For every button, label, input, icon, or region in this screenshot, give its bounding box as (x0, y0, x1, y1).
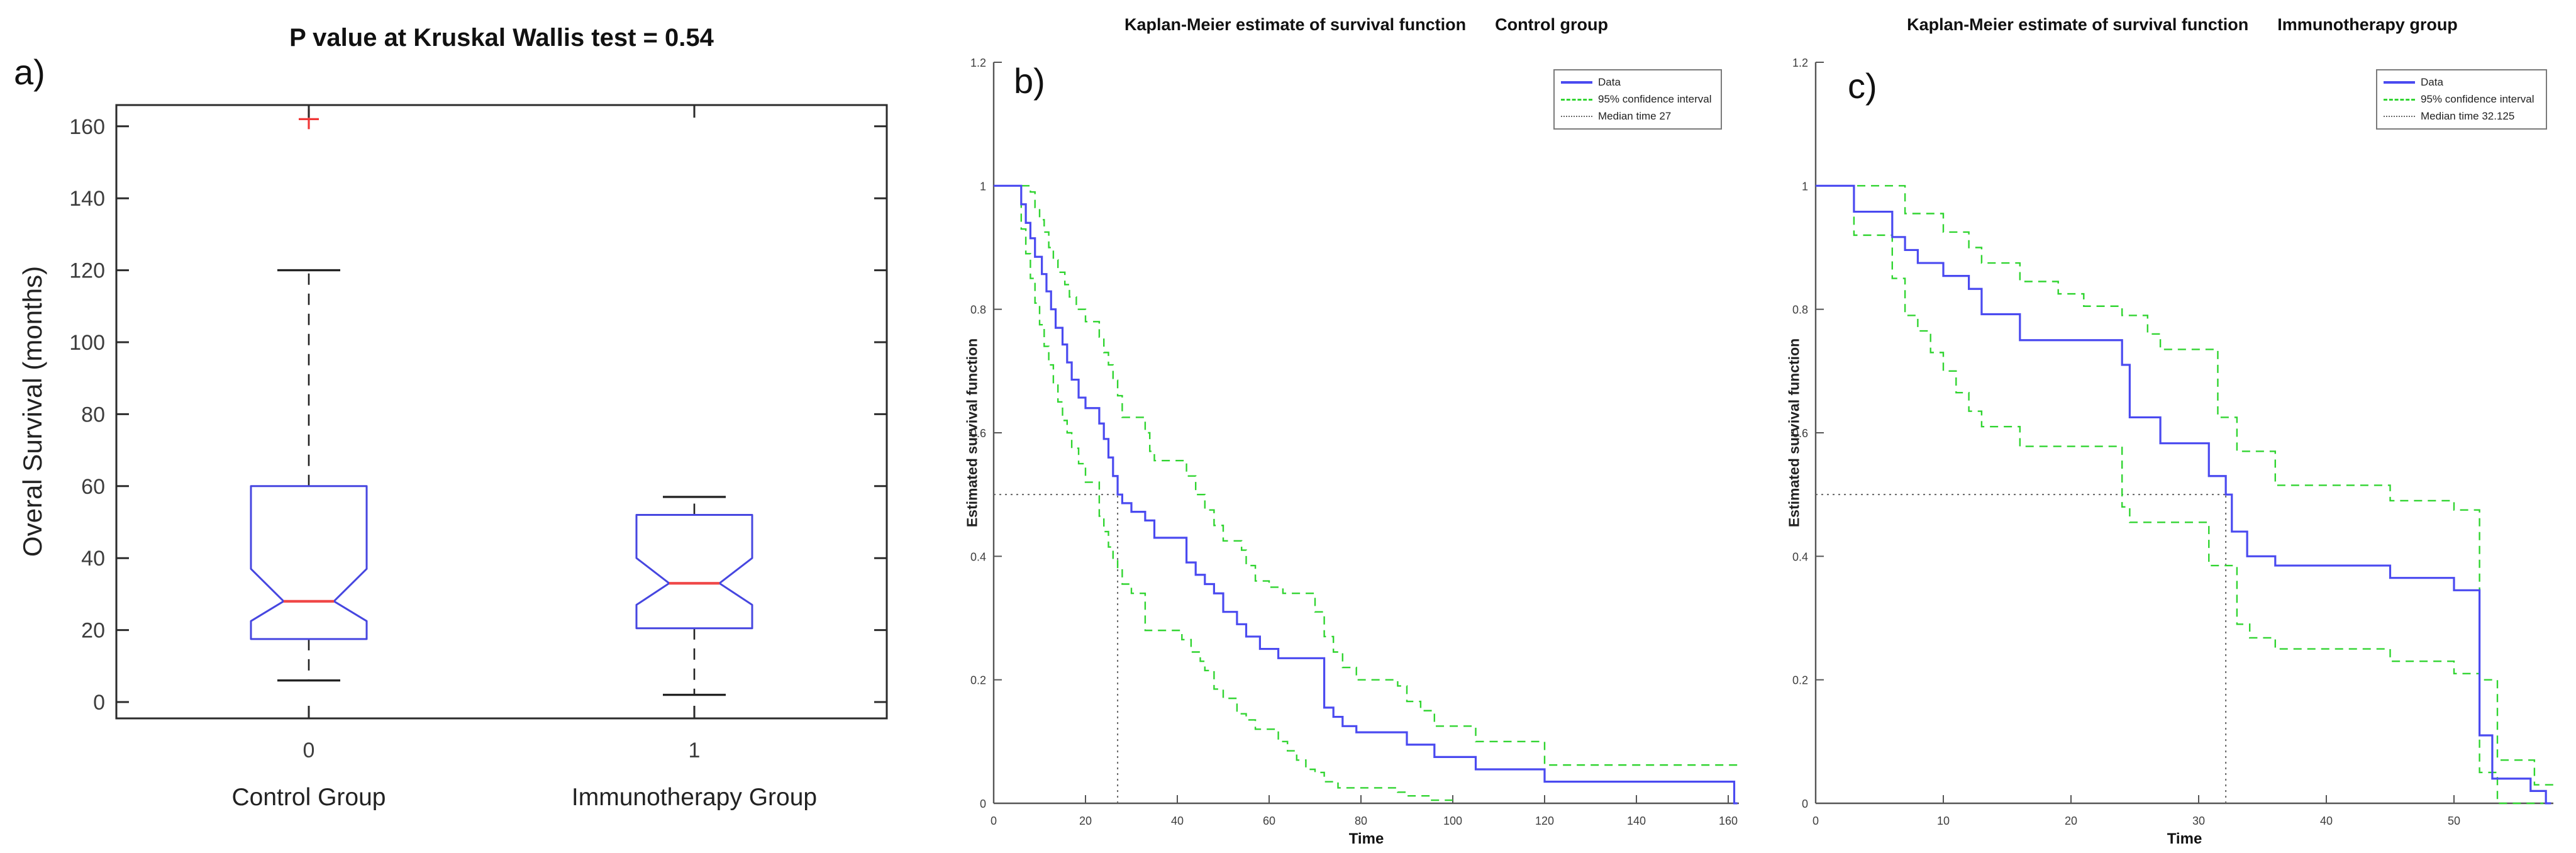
y-tick-label: 160 (69, 115, 105, 139)
km-immuno-legend: Data 95% confidence interval Median time… (2376, 69, 2547, 130)
km-control: 0 20 40 60 80 100 120 140 160 0 0.2 0.4 0.6 0.8 1 1.2 (970, 57, 1740, 827)
km-immuno-title-group: Immunotherapy group (2277, 15, 2458, 34)
y-tick-label: 60 (81, 475, 105, 499)
y-tick-label: 0.8 (1792, 304, 1808, 316)
x-tick-label: 80 (1355, 815, 1367, 827)
group-label: Control Group (232, 784, 386, 811)
panel-label-c: c) (1848, 66, 1877, 106)
box-group-0 (250, 109, 368, 682)
data-line-swatch (2384, 81, 2415, 84)
legend-label-data: Data (2421, 76, 2443, 88)
legend-row-median: Median time 32.125 (2384, 110, 2538, 123)
median-line-swatch (1561, 116, 1592, 117)
km-control-title-group: Control group (1495, 15, 1609, 34)
notched-box (250, 485, 368, 640)
median-line-swatch (2384, 116, 2415, 117)
km-control-title: Kaplan-Meier estimate of survival functi… (994, 15, 1739, 35)
y-tick-label: 0 (1802, 798, 1808, 810)
km-immunotherapy-ci-upper-curve (1816, 185, 2554, 786)
y-tick-label: 0.2 (1792, 674, 1808, 687)
y-tick-label: 1.2 (1792, 57, 1808, 69)
legend-label-ci: 95% confidence interval (1598, 93, 1712, 105)
km-immunotherapy-data-curve (1816, 184, 2551, 805)
km-control-ci-lower-curve (994, 185, 1453, 801)
km-control-ci-upper-curve (994, 185, 1740, 766)
y-tick-label: 1.2 (970, 57, 986, 69)
km-immuno-y-axis-label: Estimated survival function (1785, 338, 1802, 528)
y-tick-label: 0.8 (970, 304, 986, 316)
y-tick-label: 100 (69, 331, 105, 355)
y-tick-label: 20 (81, 619, 105, 643)
km-immuno-title-main: Kaplan-Meier estimate of survival functi… (1907, 15, 2249, 34)
box-group-1 (635, 496, 753, 696)
x-tick-label: 30 (2192, 815, 2205, 827)
boxplot-y-axis-label: Overal Survival (months) (18, 265, 47, 557)
y-tick-label: 0.6 (970, 427, 986, 440)
x-tick-label: 0 (303, 739, 315, 762)
legend-label-ci: 95% confidence interval (2421, 93, 2534, 105)
legend-row-data: Data (2384, 76, 2538, 89)
y-tick-label: 0 (980, 798, 986, 810)
panel-label-b: b) (1014, 61, 1045, 101)
km-control-y-axis-label: Estimated survival function (963, 338, 980, 528)
y-tick-label: 120 (69, 259, 105, 283)
y-tick-label: 0.2 (970, 674, 986, 687)
km-control-title-main: Kaplan-Meier estimate of survival functi… (1124, 15, 1467, 34)
confidence-interval-line-swatch (2384, 98, 2415, 101)
y-tick-label: 0.4 (1792, 550, 1808, 563)
panel-label-a: a) (14, 52, 45, 92)
km-control-legend: Data 95% confidence interval Median time… (1553, 69, 1722, 130)
y-tick-label: 1 (980, 180, 986, 192)
y-tick-label: 80 (81, 403, 105, 426)
x-tick-label: 0 (991, 815, 997, 827)
x-tick-label: 50 (2448, 815, 2460, 827)
km-control-data-curve (994, 184, 1738, 805)
y-tick-label: 40 (81, 547, 105, 571)
km-immuno-x-axis-label: Time (2167, 830, 2202, 847)
y-tick-label: 0 (93, 691, 105, 715)
legend-row-data: Data (1561, 76, 1713, 89)
boxplot-title: P value at Kruskal Wallis test = 0.54 (289, 24, 714, 52)
x-tick-label: 10 (1937, 815, 1950, 827)
x-tick-label: 40 (2320, 815, 2333, 827)
x-tick-label: 20 (2065, 815, 2077, 827)
group-label: Immunotherapy Group (572, 784, 817, 811)
legend-row-ci: 95% confidence interval (2384, 93, 2538, 106)
x-tick-label: 160 (1719, 815, 1738, 827)
x-tick-label: 120 (1535, 815, 1554, 827)
x-tick-label: 140 (1627, 815, 1646, 827)
legend-label-median: Median time 27 (1598, 110, 1672, 122)
x-tick-label: 60 (1263, 815, 1275, 827)
boxplot-chart: 0 20 40 60 80 100 120 140 160 0 Control Group 1 Immu… (69, 104, 888, 811)
legend-label-median: Median time 32.125 (2421, 110, 2515, 122)
x-tick-label: 1 (689, 739, 701, 762)
notched-box (635, 514, 753, 630)
x-tick-label: 100 (1443, 815, 1462, 827)
legend-row-ci: 95% confidence interval (1561, 93, 1713, 106)
y-tick-label: 0.6 (1792, 427, 1808, 440)
x-tick-label: 0 (1813, 815, 1819, 827)
y-tick-label: 1 (1802, 180, 1808, 192)
plot-box (115, 104, 888, 720)
legend-label-data: Data (1598, 76, 1621, 88)
x-tick-label: 20 (1079, 815, 1092, 827)
x-tick-label: 40 (1171, 815, 1184, 827)
data-line-swatch (1561, 81, 1592, 84)
y-tick-label: 140 (69, 187, 105, 211)
km-immunotherapy: 0 10 20 30 40 50 0 0.2 0.4 0.6 0.8 1 1.2 (1792, 57, 2554, 827)
y-tick-label: 0.4 (970, 550, 986, 563)
km-immuno-title: Kaplan-Meier estimate of survival functi… (1799, 15, 2566, 35)
legend-row-median: Median time 27 (1561, 110, 1713, 123)
km-control-x-axis-label: Time (1348, 830, 1384, 847)
km-immunotherapy-ci-lower-curve (1816, 185, 2544, 805)
confidence-interval-line-swatch (1561, 98, 1592, 101)
